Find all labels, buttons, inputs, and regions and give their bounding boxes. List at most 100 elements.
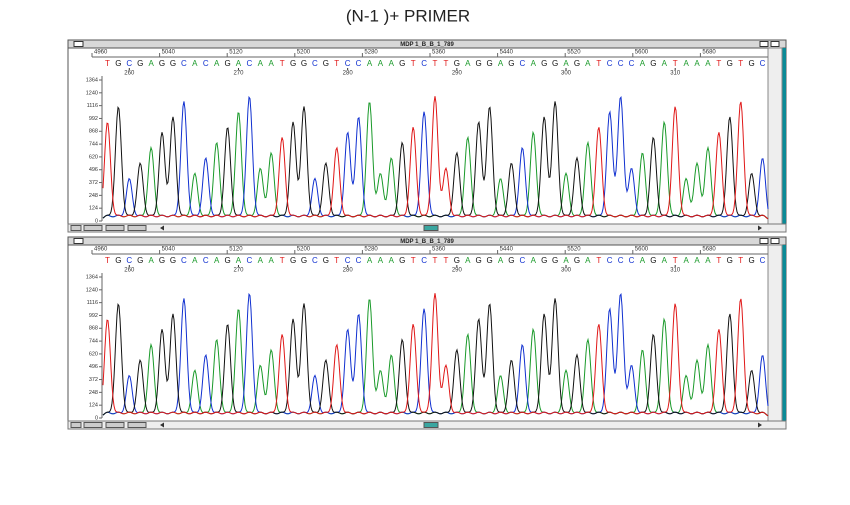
base-call: G (727, 59, 733, 68)
y-tick-label: 1240 (86, 287, 98, 293)
tool-button[interactable] (127, 225, 147, 231)
scroll-right[interactable] (758, 422, 762, 428)
tool-button[interactable] (83, 225, 103, 231)
position-label: 260 (124, 268, 135, 274)
base-call: C (126, 59, 132, 68)
base-call: A (531, 59, 537, 68)
y-tick-label: 372 (89, 180, 98, 186)
scan-tick-label: 4960 (94, 50, 108, 56)
base-call: A (694, 59, 700, 68)
base-call: G (541, 256, 547, 265)
base-call: C (421, 59, 427, 68)
base-call: A (465, 256, 471, 265)
base-call: A (640, 256, 646, 265)
y-tick-label: 248 (89, 390, 98, 396)
base-call: A (148, 256, 154, 265)
scan-tick-label: 5200 (297, 247, 311, 253)
base-call: C (312, 256, 318, 265)
right-edge (782, 48, 786, 232)
base-call: T (105, 59, 110, 68)
base-call: T (334, 59, 339, 68)
scan-tick-label: 5120 (229, 50, 243, 56)
y-tick-label: 620 (89, 351, 98, 357)
base-call: G (454, 59, 460, 68)
base-call: C (345, 256, 351, 265)
base-call: G (399, 59, 405, 68)
base-call: A (705, 256, 711, 265)
base-call: T (105, 256, 110, 265)
tool-button[interactable] (105, 422, 125, 428)
zoom-box[interactable] (759, 41, 769, 47)
trace-T (102, 96, 769, 220)
position-label: 300 (561, 71, 572, 77)
scan-tick-label: 5600 (635, 247, 649, 253)
scan-tick-label: 5360 (432, 247, 446, 253)
base-call: T (280, 59, 285, 68)
base-call: G (476, 59, 482, 68)
y-tick-label: 1116 (87, 300, 98, 306)
base-call: G (650, 59, 656, 68)
base-call: C (607, 59, 613, 68)
y-tick-label: 1364 (86, 77, 98, 83)
tool-button[interactable] (105, 225, 125, 231)
figure-title: (N-1 )+ PRIMER (346, 6, 470, 25)
base-call: A (367, 256, 373, 265)
base-call: T (411, 59, 416, 68)
position-label: 310 (670, 71, 681, 77)
base-call: G (170, 256, 176, 265)
base-call: G (476, 256, 482, 265)
collapse-box[interactable] (770, 238, 780, 244)
base-call: A (585, 256, 591, 265)
base-call: G (323, 59, 329, 68)
close-box[interactable] (73, 41, 84, 47)
base-call: G (290, 256, 296, 265)
base-call: A (683, 59, 689, 68)
y-tick-label: 1240 (86, 90, 98, 96)
tool-button[interactable] (127, 422, 147, 428)
base-call: A (694, 256, 700, 265)
base-call: A (378, 256, 384, 265)
base-call: A (236, 59, 242, 68)
y-tick-label: 372 (89, 377, 98, 383)
base-call: G (301, 256, 307, 265)
scroll-thumb[interactable] (423, 225, 439, 231)
scan-tick-label: 5680 (702, 247, 716, 253)
base-call: A (563, 59, 569, 68)
base-call: G (508, 256, 514, 265)
base-call: G (508, 59, 514, 68)
base-call: T (673, 59, 678, 68)
base-call: A (367, 59, 373, 68)
base-call: A (214, 59, 220, 68)
close-box[interactable] (73, 238, 84, 244)
base-call: C (421, 256, 427, 265)
scroll-right[interactable] (758, 225, 762, 231)
base-call: G (159, 256, 165, 265)
base-call: G (159, 59, 165, 68)
window-frame (67, 236, 787, 430)
base-call: T (596, 59, 601, 68)
base-call: C (519, 59, 525, 68)
trace-T (102, 293, 769, 417)
base-call: A (214, 256, 220, 265)
scroll-left[interactable] (160, 225, 164, 231)
base-call: G (323, 256, 329, 265)
base-call: G (650, 256, 656, 265)
base-call: C (618, 256, 624, 265)
base-call: C (618, 59, 624, 68)
base-call: A (269, 256, 275, 265)
base-call: T (673, 256, 678, 265)
tool-button[interactable] (70, 422, 82, 428)
collapse-box[interactable] (770, 41, 780, 47)
scroll-left[interactable] (160, 422, 164, 428)
zoom-box[interactable] (759, 238, 769, 244)
tool-button[interactable] (83, 422, 103, 428)
scroll-thumb[interactable] (423, 422, 439, 428)
base-call: A (148, 59, 154, 68)
base-call: A (563, 256, 569, 265)
y-tick-label: 496 (89, 167, 98, 173)
tool-button[interactable] (70, 225, 82, 231)
base-call: A (531, 256, 537, 265)
position-label: 270 (233, 268, 244, 274)
base-call: T (433, 256, 438, 265)
